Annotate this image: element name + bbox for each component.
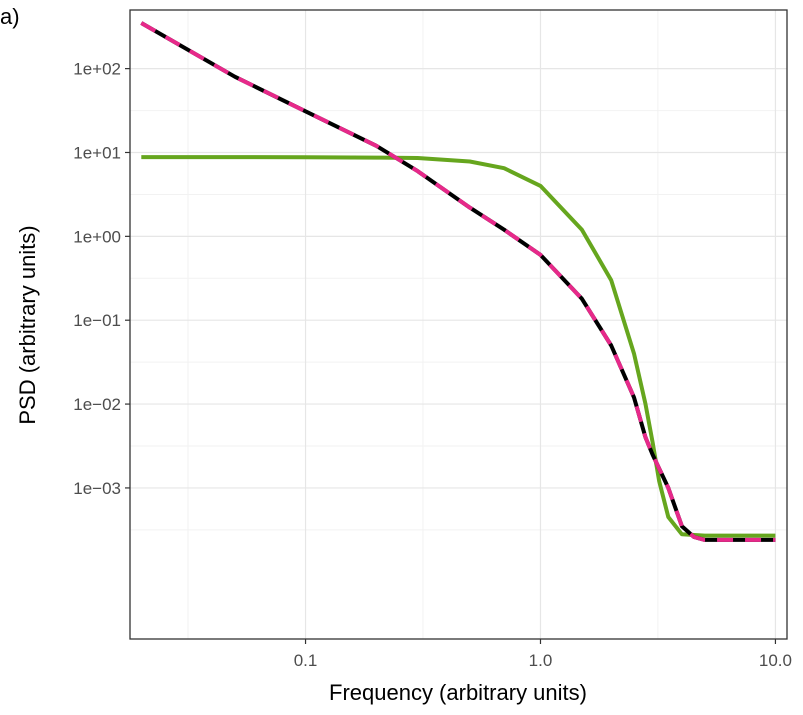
y-axis-title: PSD (arbitrary units) (15, 225, 40, 424)
major-gridlines (130, 10, 787, 639)
y-tick-label: 1e−01 (73, 311, 121, 330)
y-tick-label: 1e+02 (73, 60, 121, 79)
y-tick-label: 1e+00 (73, 227, 121, 246)
x-axis: 0.1 1.0 10.0 (294, 639, 792, 670)
x-axis-title: Frequency (arbitrary units) (329, 680, 587, 705)
y-axis: 1e−03 1e−02 1e−01 1e+00 1e+01 1e+02 (73, 60, 130, 498)
series-line-3 (140, 21, 776, 542)
minor-gridlines (130, 10, 787, 639)
series-line-2 (140, 21, 776, 542)
panel-label: a) (0, 4, 20, 29)
x-tick-label: 0.1 (294, 651, 318, 670)
y-tick-label: 1e−02 (73, 395, 121, 414)
series-line-1 (141, 155, 776, 538)
x-tick-label: 1.0 (529, 651, 553, 670)
x-tick-label: 10.0 (759, 651, 792, 670)
series-layer (140, 21, 776, 542)
y-tick-label: 1e+01 (73, 143, 121, 162)
panel-border (129, 9, 788, 640)
y-tick-label: 1e−03 (73, 479, 121, 498)
